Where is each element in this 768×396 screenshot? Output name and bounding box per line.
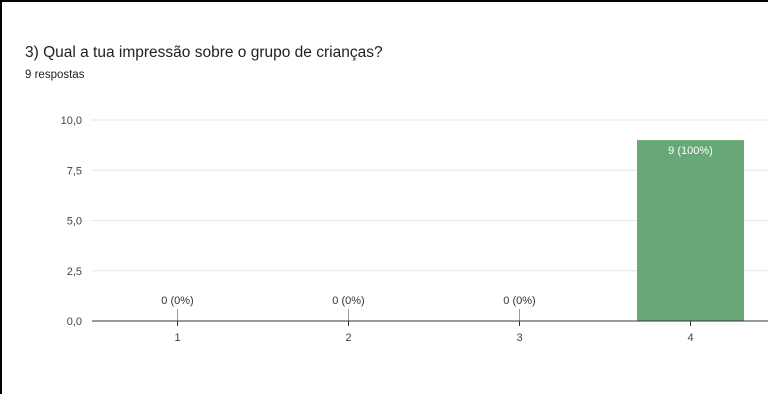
y-tick-label: 2,5 xyxy=(67,266,82,278)
data-label: 9 (100%) xyxy=(668,145,713,157)
x-tick-label: 3 xyxy=(516,332,522,344)
y-tick-label: 10,0 xyxy=(61,115,82,127)
data-label: 0 (0%) xyxy=(332,295,364,307)
y-tick-label: 7,5 xyxy=(67,165,82,177)
bar xyxy=(637,140,744,321)
x-tick-label: 2 xyxy=(345,332,351,344)
x-tick-label: 4 xyxy=(687,332,693,344)
response-count: 9 respostas xyxy=(25,69,85,81)
data-label: 0 (0%) xyxy=(503,295,535,307)
question-title: 3) Qual a tua impressão sobre o grupo de… xyxy=(25,44,383,61)
x-tick-label: 1 xyxy=(174,332,180,344)
y-tick-label: 5,0 xyxy=(67,216,82,228)
y-tick-label: 0,0 xyxy=(67,316,82,328)
data-label: 0 (0%) xyxy=(161,295,193,307)
